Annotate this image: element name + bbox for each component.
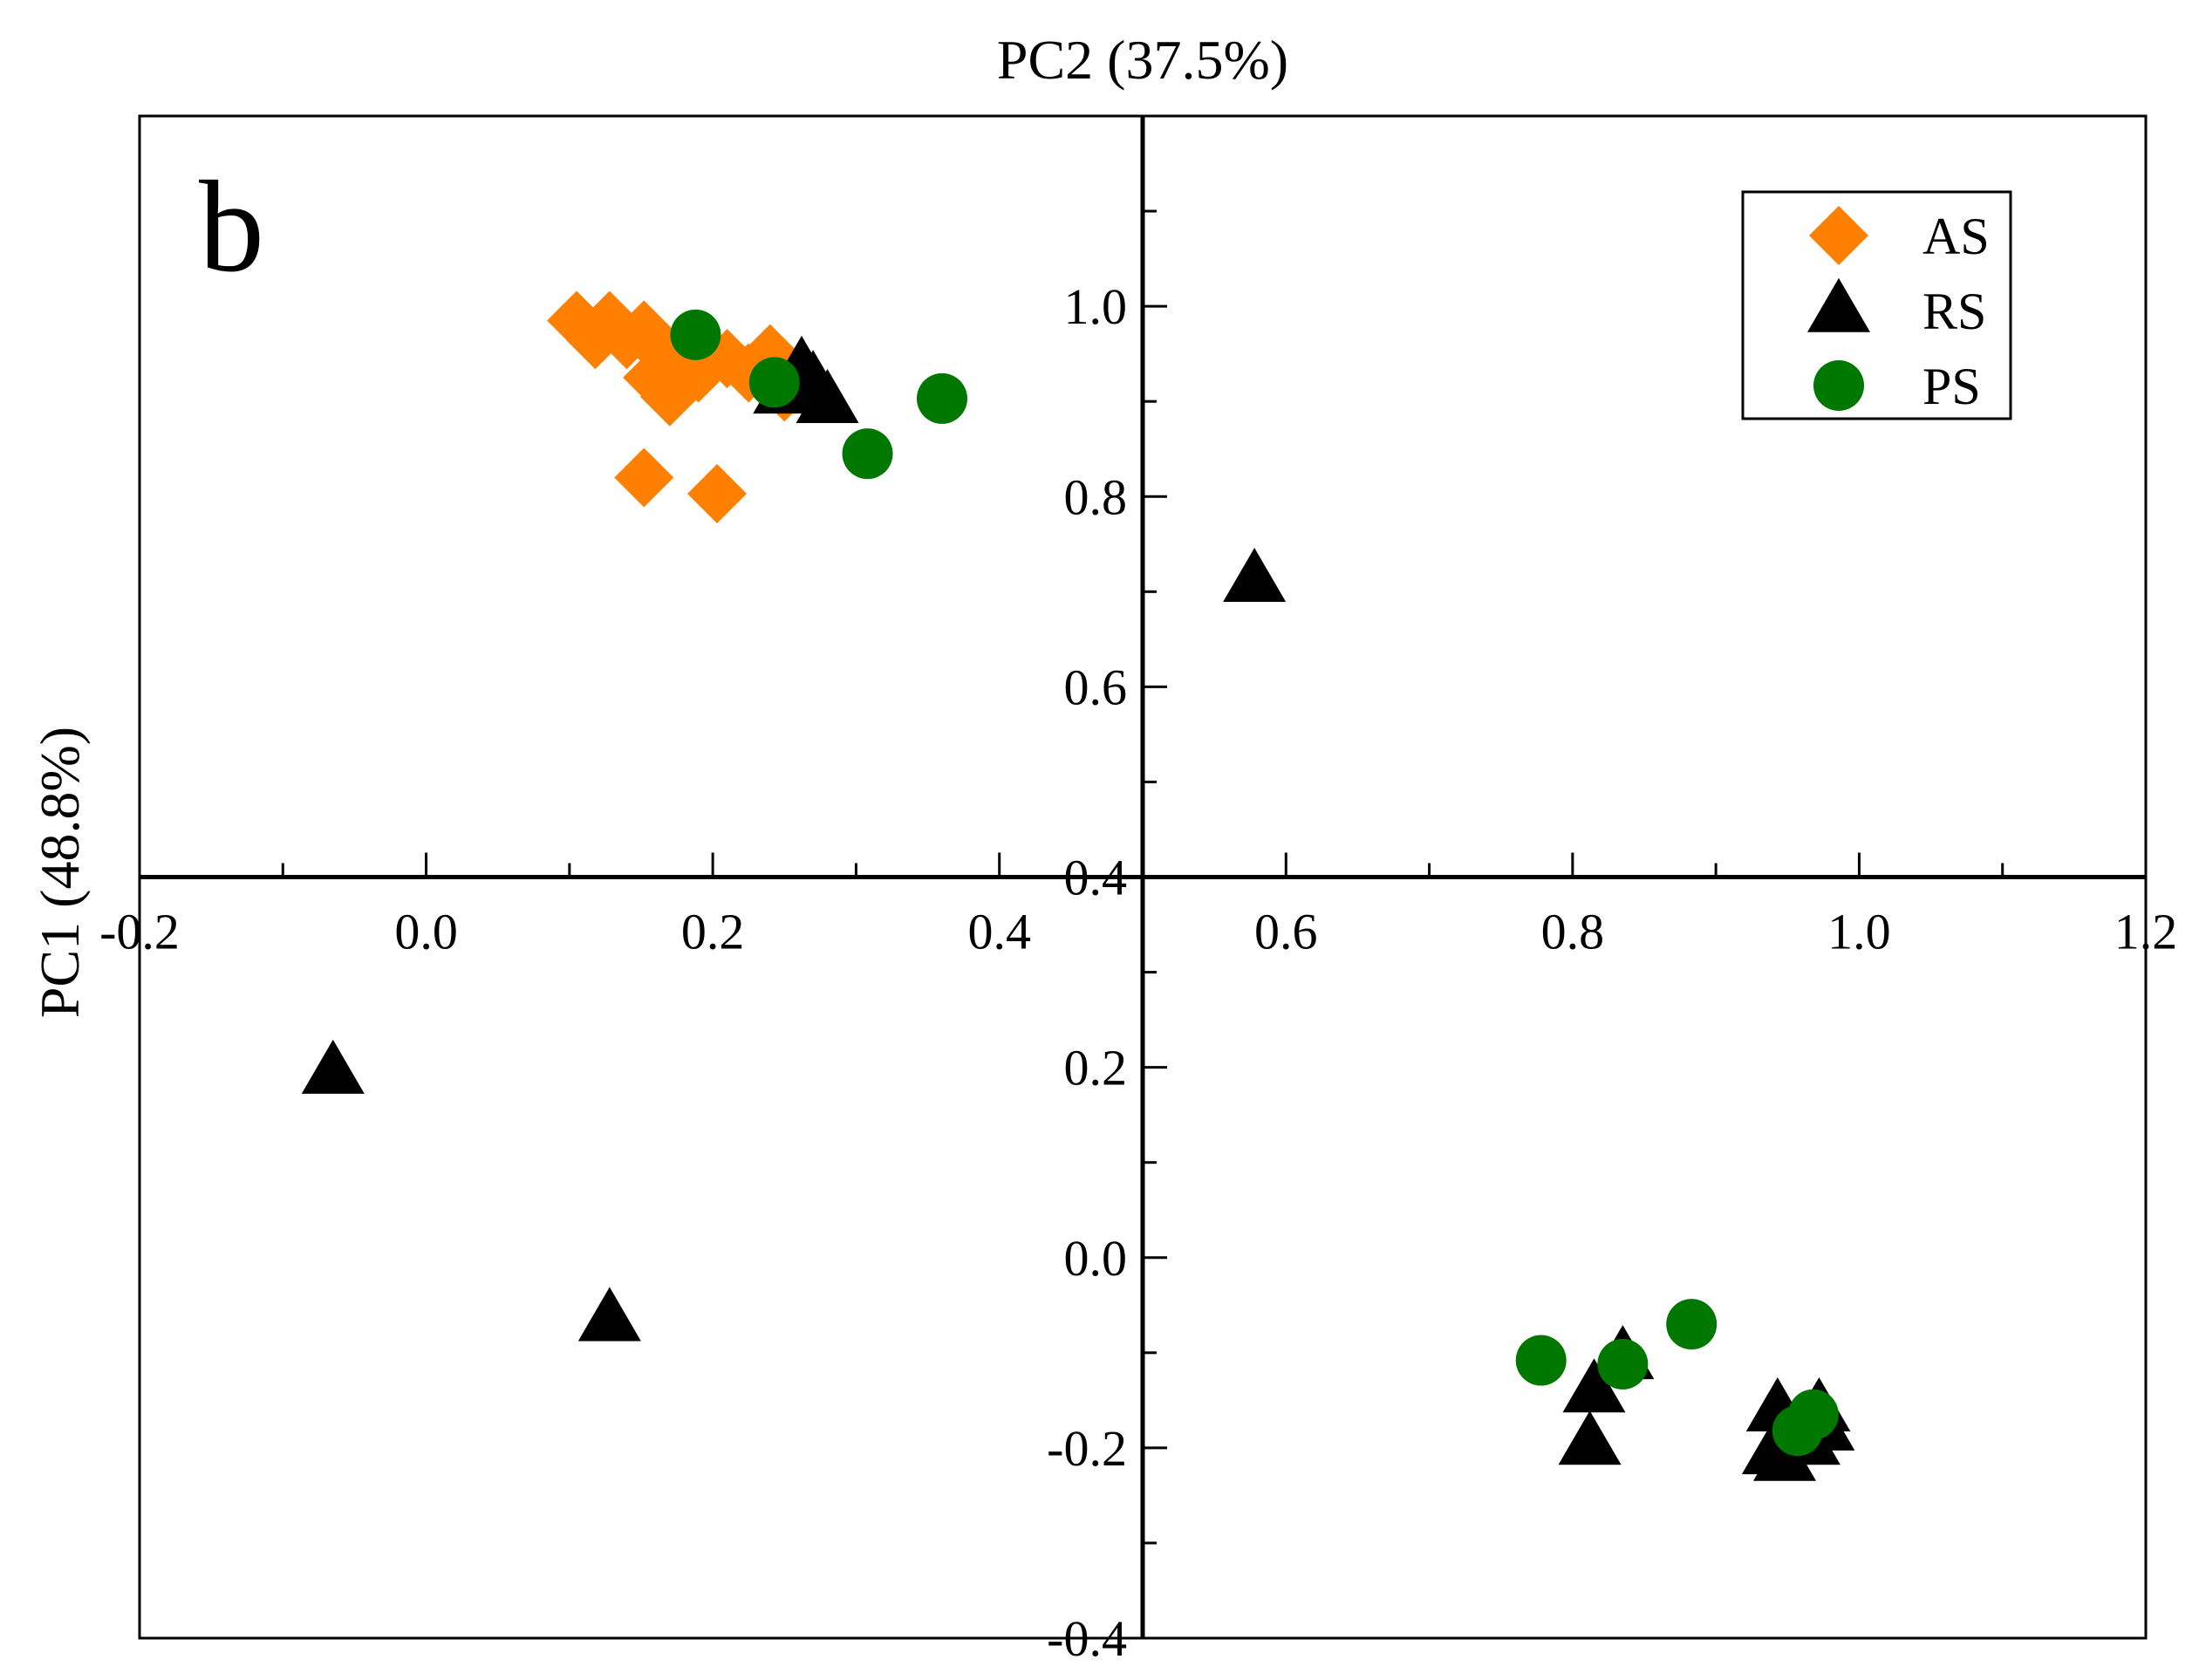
y-tick-label: 1.0 [1064, 278, 1128, 335]
as-point [687, 463, 748, 523]
ps-point [842, 428, 893, 480]
legend-label-rs: RS [1922, 283, 1986, 340]
series-rs [301, 335, 1855, 1481]
y-tick-label: 0.2 [1064, 1040, 1128, 1096]
legend-items: AS RS PS [1807, 206, 1990, 415]
y-axis-title: PC1 (48.8%) [29, 727, 91, 1018]
y-tick-label: 0.4 [1064, 850, 1128, 906]
x-ticks: -0.2 0.0 0.2 0.4 0.6 0.8 1.0 1.2 [99, 852, 2178, 960]
x-tick-label: 0.4 [967, 904, 1031, 960]
data-points [301, 290, 1855, 1481]
legend-label-ps: PS [1922, 358, 1981, 415]
ps-point [1597, 1338, 1649, 1390]
rs-point [1753, 1426, 1816, 1481]
x-tick-label: -0.2 [99, 904, 180, 960]
legend-label-as: AS [1922, 208, 1990, 265]
y-tick-label: -0.2 [1047, 1420, 1127, 1477]
legend-marker-ps [1813, 360, 1864, 411]
ps-point [1515, 1335, 1567, 1386]
x-tick-label: 0.6 [1254, 904, 1318, 960]
axes-group: -0.2 0.0 0.2 0.4 0.6 0.8 1.0 1.2 -0.4 -0.2 0.0 0.2… [99, 114, 2178, 1667]
ps-point [917, 372, 967, 424]
x-tick-label: 0.8 [1541, 904, 1605, 960]
ps-point [670, 309, 721, 360]
series-ps [670, 309, 1839, 1457]
rs-point [1558, 1410, 1622, 1465]
legend-box [1741, 190, 2012, 420]
x-tick-label: 1.0 [1827, 904, 1891, 960]
x-axis-title: PC2 (37.5%) [997, 29, 1288, 91]
ps-point [1772, 1405, 1823, 1457]
ps-point [1666, 1299, 1718, 1350]
legend-marker-as [1809, 206, 1868, 265]
rs-point [1562, 1358, 1626, 1413]
x-tick-label: 0.0 [394, 904, 458, 960]
as-point [639, 366, 700, 427]
rs-point [301, 1039, 365, 1094]
panel-label: b [199, 154, 264, 299]
rs-point [577, 1287, 641, 1342]
y-ticks: -0.4 -0.2 0.0 0.2 0.4 0.6 0.8 1.0 [1047, 114, 1167, 1667]
x-tick-label: 1.2 [2114, 904, 2178, 960]
as-point [614, 447, 674, 508]
rs-point [1223, 548, 1287, 603]
ps-point [748, 357, 800, 408]
legend-marker-rs [1807, 277, 1870, 332]
legend: AS RS PS [1741, 190, 2012, 420]
y-tick-label: -0.4 [1047, 1610, 1127, 1667]
x-tick-label: 0.2 [681, 904, 745, 960]
y-tick-label: 0.8 [1064, 468, 1128, 525]
y-tick-label: 0.6 [1064, 659, 1128, 715]
y-tick-label: 0.0 [1064, 1230, 1128, 1287]
